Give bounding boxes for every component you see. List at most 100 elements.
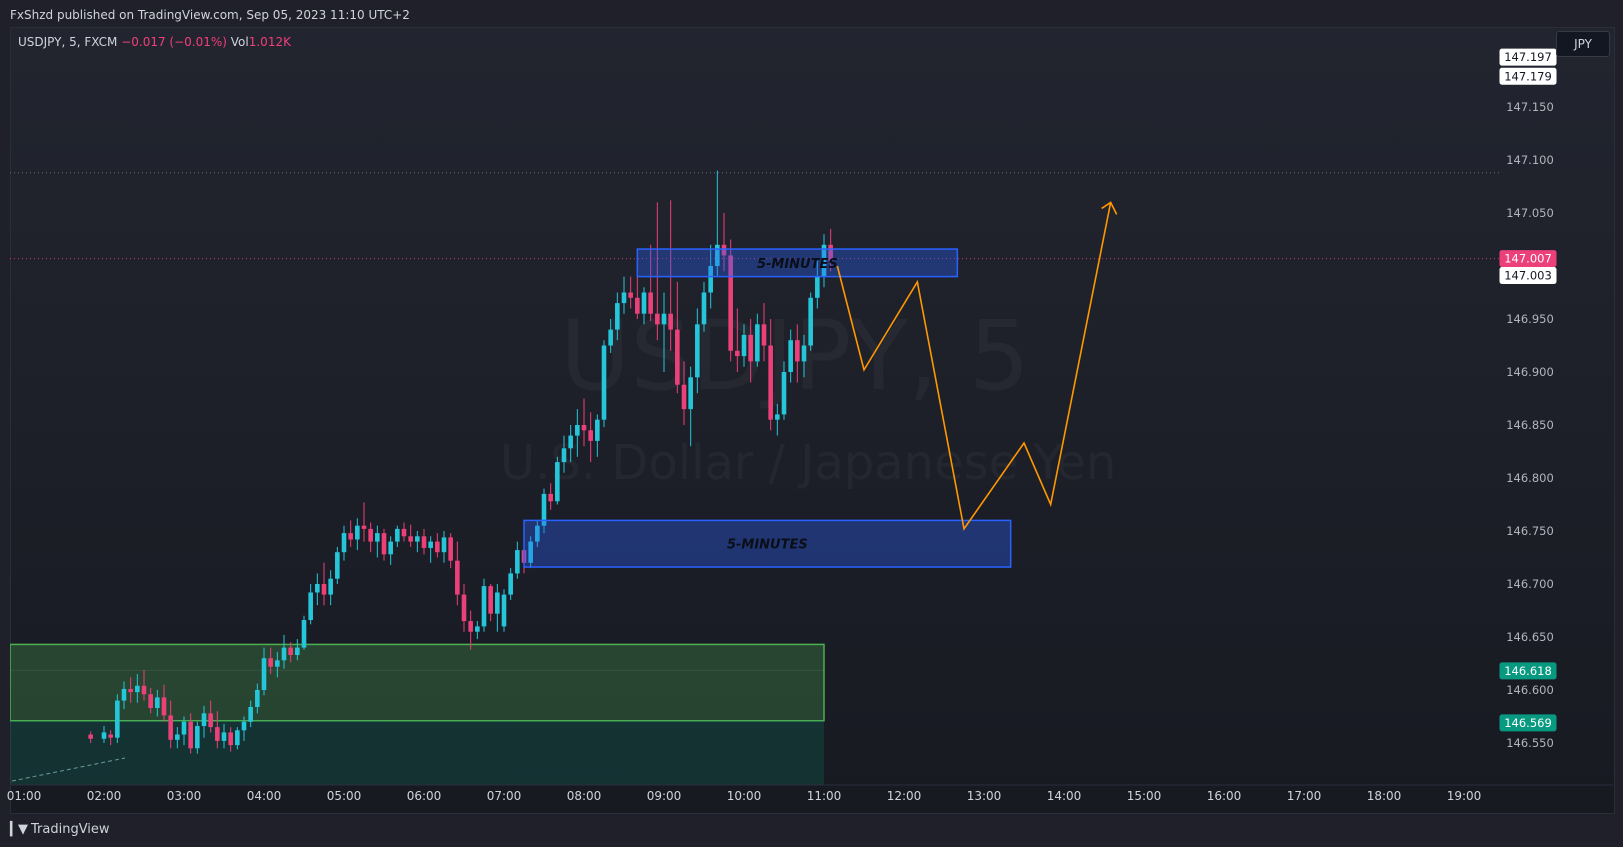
x-tick-label: 08:00 xyxy=(567,789,602,803)
candle xyxy=(828,228,833,272)
price-label-box xyxy=(1499,67,1557,85)
candle-body xyxy=(275,660,280,667)
candle xyxy=(815,260,820,309)
candle-body xyxy=(335,552,340,579)
candle-body xyxy=(748,334,753,362)
y-tick-label: 146.650 xyxy=(1506,630,1554,644)
x-tick-label: 03:00 xyxy=(167,789,202,803)
candle-body xyxy=(208,713,213,728)
candle-body xyxy=(368,528,373,542)
candle xyxy=(255,683,260,714)
tradingview-footer[interactable]: ▎▼ TradingView xyxy=(10,822,110,837)
candle-body xyxy=(421,536,427,548)
y-tick-label: 146.950 xyxy=(1506,312,1554,326)
supply-zone-blue xyxy=(523,519,1012,568)
candle-body xyxy=(228,732,233,746)
candle-body xyxy=(441,537,447,553)
price-label: 146.618 xyxy=(1499,662,1557,680)
candle xyxy=(748,319,753,383)
price-label-text: 147.003 xyxy=(1504,269,1552,283)
candle-body xyxy=(168,715,173,740)
symbol-label[interactable]: USDJPY, 5, FXCM xyxy=(18,35,118,49)
candle xyxy=(175,727,180,749)
candle xyxy=(421,528,427,555)
candle xyxy=(628,276,633,309)
candle xyxy=(568,425,573,463)
candle xyxy=(415,531,420,553)
price-label-box xyxy=(1499,48,1557,66)
candle xyxy=(228,727,233,752)
candle xyxy=(775,403,780,436)
candle xyxy=(475,621,480,640)
candle xyxy=(661,292,667,372)
candle-body xyxy=(635,297,640,314)
candle xyxy=(595,414,600,457)
candle xyxy=(608,319,613,353)
candle-body xyxy=(435,541,440,553)
candle xyxy=(108,730,113,746)
candle xyxy=(488,584,493,622)
candle-body xyxy=(615,303,620,330)
candle xyxy=(221,723,227,749)
candle xyxy=(328,570,333,606)
candle-body xyxy=(408,536,413,542)
candle xyxy=(681,361,687,425)
candle xyxy=(248,700,253,728)
candle-body xyxy=(301,620,307,648)
watermark-description: U.S. Dollar / Japanese Yen xyxy=(500,435,1116,491)
currency-button[interactable]: JPY xyxy=(1556,31,1610,57)
candle-body xyxy=(135,685,140,693)
candle xyxy=(481,578,487,632)
candle xyxy=(315,573,320,606)
x-tick-label: 11:00 xyxy=(807,789,842,803)
candle-body xyxy=(381,533,387,555)
candle xyxy=(788,329,793,383)
candle-body xyxy=(495,592,500,614)
candle xyxy=(121,681,127,710)
candle-body xyxy=(755,324,760,362)
price-label-box xyxy=(1499,250,1557,268)
candle-body xyxy=(581,425,587,431)
x-tick-label: 19:00 xyxy=(1447,789,1482,803)
candle-body xyxy=(468,621,473,632)
candle-body xyxy=(741,334,747,357)
candle-body xyxy=(315,584,320,593)
demand-zone-extension xyxy=(10,720,824,785)
candle xyxy=(541,488,547,534)
candle xyxy=(755,313,760,367)
zone-label: 5-MINUTES xyxy=(757,257,838,272)
candle xyxy=(348,520,353,547)
candle-body xyxy=(708,266,713,293)
candle xyxy=(428,536,433,563)
candle-body xyxy=(415,536,420,542)
candle xyxy=(321,562,327,606)
candle xyxy=(735,308,740,372)
candle-body xyxy=(428,541,433,548)
candle xyxy=(781,361,787,420)
chart-frame[interactable] xyxy=(10,27,1615,814)
tradingview-brand: TradingView xyxy=(31,822,110,837)
candle xyxy=(688,366,693,447)
candle xyxy=(88,731,93,743)
candle-body xyxy=(188,721,193,749)
candle-body xyxy=(475,626,480,632)
y-tick-label: 146.800 xyxy=(1506,471,1554,485)
candle-body xyxy=(461,594,467,622)
candle-body xyxy=(261,658,267,690)
plot-area: 5-MINUTES 5-MINUTES xyxy=(10,170,1500,785)
candle-body xyxy=(541,493,547,526)
candle xyxy=(335,546,340,584)
candle xyxy=(355,518,360,551)
candle-body xyxy=(255,690,260,707)
candle-body xyxy=(788,340,793,372)
candle xyxy=(441,531,447,563)
candle-body xyxy=(241,721,247,731)
candle-body xyxy=(655,313,660,325)
y-tick-label: 146.900 xyxy=(1506,365,1554,379)
candle xyxy=(135,674,140,703)
candle-body xyxy=(648,292,653,314)
projection-path xyxy=(836,202,1112,531)
candle xyxy=(555,456,560,505)
candle xyxy=(808,292,813,351)
